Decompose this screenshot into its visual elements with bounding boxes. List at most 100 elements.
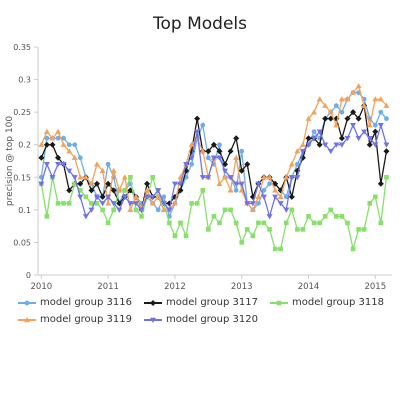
data-point: [300, 227, 306, 232]
data-point: [216, 148, 223, 155]
data-point: [172, 233, 178, 239]
data-point: [294, 148, 301, 154]
data-point: [38, 181, 45, 187]
data-point: [299, 149, 306, 155]
data-point: [122, 188, 128, 193]
data-point: [384, 174, 389, 180]
data-point: [378, 220, 384, 226]
data-point: [383, 148, 390, 155]
data-point: [49, 141, 56, 148]
data-point: [317, 220, 322, 226]
data-point: [278, 246, 283, 252]
data-point: [217, 220, 222, 226]
data-point: [255, 181, 262, 187]
data-point: [377, 180, 384, 187]
data-point: [316, 129, 323, 135]
data-point: [239, 240, 245, 245]
legend-marker: [150, 299, 156, 306]
data-point: [144, 180, 151, 187]
data-point: [350, 246, 356, 252]
legend-item[interactable]: model group 3116: [18, 297, 132, 308]
data-point: [72, 181, 78, 187]
data-point: [194, 129, 201, 135]
data-point: [228, 207, 233, 213]
data-point: [355, 115, 362, 122]
data-point: [210, 141, 217, 148]
legend-marker: [24, 300, 30, 305]
data-point: [383, 142, 390, 148]
data-point: [372, 96, 379, 102]
data-point: [272, 187, 279, 193]
data-point: [222, 174, 229, 180]
data-point: [61, 135, 66, 141]
data-point: [283, 194, 289, 200]
data-point: [188, 141, 195, 147]
legend-item[interactable]: model group 3118: [270, 297, 384, 308]
data-point: [333, 122, 340, 128]
data-point: [177, 181, 184, 187]
legend-label: model group 3120: [166, 314, 258, 325]
data-point: [66, 168, 73, 174]
data-point: [55, 154, 62, 161]
data-point: [272, 194, 279, 200]
data-point: [322, 115, 329, 122]
y-axis-label: precision @ top 100: [5, 116, 15, 206]
y-tick-label: 0.15: [13, 173, 31, 182]
data-point: [366, 141, 373, 148]
legend-swatch: [18, 315, 36, 325]
y-tick-label: 0.35: [13, 43, 31, 52]
data-point: [233, 187, 239, 193]
x-tick-label: 2013: [231, 282, 253, 292]
data-point: [132, 193, 139, 200]
data-point: [289, 207, 295, 213]
data-point: [93, 180, 100, 187]
data-point: [227, 148, 234, 155]
data-point: [261, 220, 267, 226]
data-point: [38, 154, 45, 161]
y-tick-label: 0.2: [18, 141, 31, 150]
data-point: [322, 142, 329, 148]
data-point: [222, 168, 229, 174]
data-point: [77, 174, 84, 180]
data-point: [266, 214, 273, 220]
data-point: [355, 83, 362, 89]
data-point: [344, 115, 351, 122]
data-point: [378, 109, 384, 115]
data-point: [327, 149, 334, 155]
data-point: [299, 141, 306, 147]
data-point: [233, 154, 240, 160]
legend-marker: [276, 300, 282, 305]
data-point: [77, 155, 83, 161]
data-point: [127, 201, 134, 207]
legend-item[interactable]: model group 3120: [144, 314, 258, 325]
data-point: [338, 135, 345, 142]
data-point: [361, 102, 368, 108]
data-point: [239, 148, 245, 154]
x-tick-label: 2012: [164, 282, 186, 292]
data-point: [43, 128, 50, 134]
data-point: [55, 162, 62, 168]
data-point: [77, 180, 84, 187]
data-point: [93, 194, 100, 200]
data-point: [244, 227, 250, 232]
data-point: [110, 167, 117, 173]
data-point: [249, 206, 256, 213]
legend-item[interactable]: model group 3117: [144, 297, 258, 308]
data-point: [311, 129, 317, 135]
data-point: [238, 167, 245, 174]
data-point: [200, 188, 206, 193]
data-point: [66, 142, 72, 148]
legend-item[interactable]: model group 3119: [18, 314, 132, 325]
data-point: [227, 187, 234, 193]
series-line: [40, 91, 387, 218]
data-point: [155, 193, 162, 200]
data-point: [372, 122, 378, 128]
data-point: [272, 246, 278, 252]
data-point: [116, 207, 123, 213]
data-point: [283, 207, 290, 213]
data-point: [211, 214, 217, 219]
data-point: [305, 135, 312, 142]
data-point: [166, 207, 173, 213]
data-point: [206, 227, 211, 232]
data-point: [99, 201, 106, 207]
